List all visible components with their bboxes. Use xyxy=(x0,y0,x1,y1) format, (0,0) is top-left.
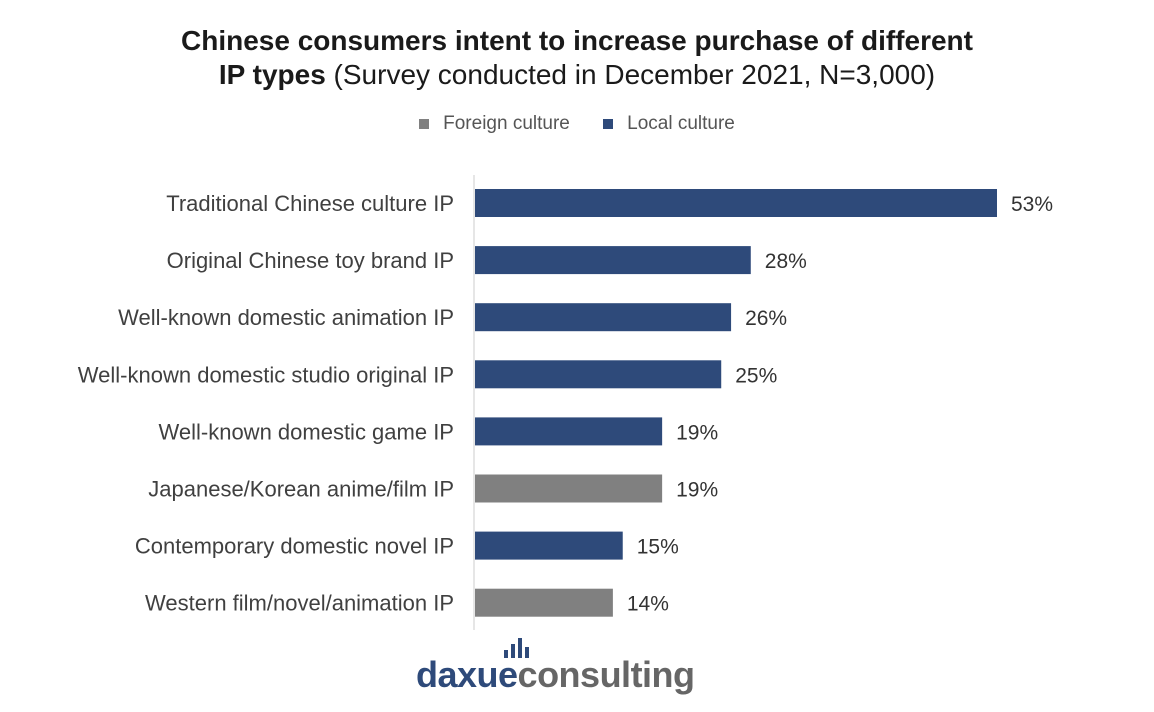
legend-swatch-local xyxy=(603,119,614,129)
category-label: Original Chinese toy brand IP xyxy=(167,248,454,273)
legend: Foreign culture Local culture xyxy=(0,113,1154,135)
data-label: 26% xyxy=(745,307,787,330)
bar xyxy=(475,531,623,560)
category-label: Contemporary domestic novel IP xyxy=(135,534,454,559)
bars-group: Traditional Chinese culture IP 53% Origina… xyxy=(78,189,1053,617)
logo-text-consulting: consulting xyxy=(517,654,696,695)
legend-swatch-foreign xyxy=(419,119,430,129)
logo-text: daxueconsulting xyxy=(416,654,695,696)
bar xyxy=(475,417,663,446)
category-label: Japanese/Korean anime/film IP xyxy=(148,477,454,502)
bar xyxy=(475,303,732,332)
category-label: Well-known domestic studio original IP xyxy=(78,362,454,387)
bar xyxy=(475,360,722,389)
chart-title-line1: Chinese consumers intent to increase pur… xyxy=(181,25,973,56)
category-label: Traditional Chinese culture IP xyxy=(166,191,454,216)
daxue-consulting-logo: daxueconsulting xyxy=(416,634,695,695)
legend-item-local: Local culture xyxy=(603,113,735,135)
data-label: 53% xyxy=(1011,193,1053,216)
data-label: 25% xyxy=(735,364,777,387)
data-label: 15% xyxy=(637,536,679,559)
chart-title-line2-rest: (Survey conducted in December 2021, N=3,… xyxy=(325,59,936,90)
data-label: 19% xyxy=(676,421,718,444)
bar xyxy=(475,474,663,503)
data-label: 19% xyxy=(676,479,718,502)
category-label: Well-known domestic game IP xyxy=(159,419,455,444)
legend-label-foreign: Foreign culture xyxy=(443,113,570,134)
bar xyxy=(475,189,997,217)
bar xyxy=(475,588,613,617)
legend-label-local: Local culture xyxy=(627,113,735,134)
legend-item-foreign: Foreign culture xyxy=(419,113,570,135)
logo-bars-icon xyxy=(504,638,534,658)
chart-title-line2-bold: IP types xyxy=(218,59,326,90)
data-label: 14% xyxy=(627,593,669,616)
data-label: 28% xyxy=(765,250,807,273)
bar xyxy=(475,246,751,275)
category-label: Well-known domestic animation IP xyxy=(118,305,454,330)
category-label: Western film/novel/animation IP xyxy=(145,591,454,616)
logo-text-daxue: daxue xyxy=(416,654,518,695)
chart-title: Chinese consumers intent to increase pur… xyxy=(0,24,1154,92)
